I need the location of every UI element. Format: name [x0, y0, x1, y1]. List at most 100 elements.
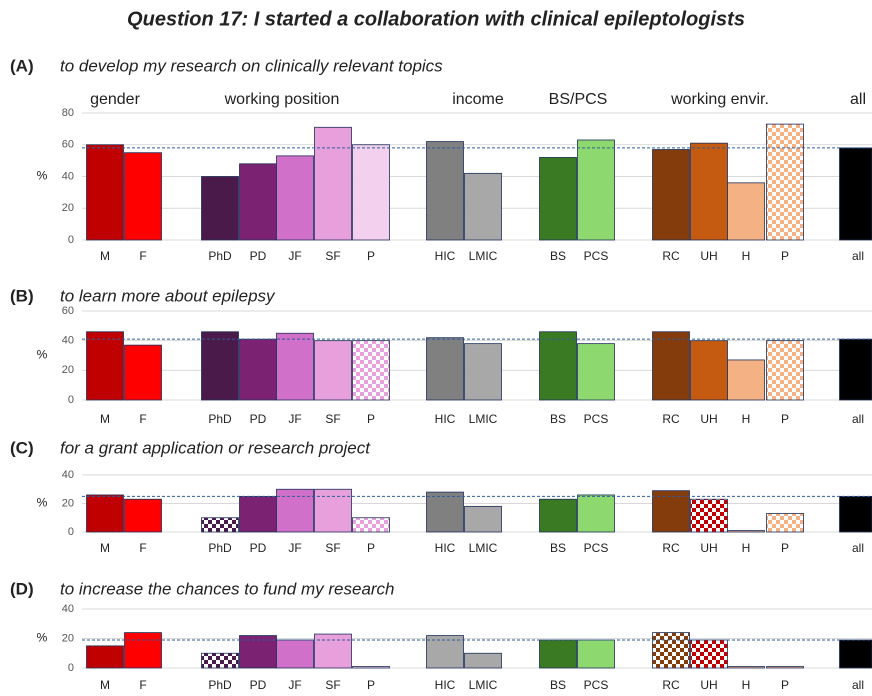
- x-tick-label: JF: [288, 412, 301, 426]
- y-axis-label: %: [37, 348, 48, 362]
- y-tick-label: 0: [68, 234, 74, 246]
- bar: [124, 152, 162, 241]
- group-label: income: [452, 91, 504, 108]
- y-tick-label: 20: [62, 632, 74, 644]
- x-tick-label: M: [100, 541, 110, 555]
- bar: [839, 639, 872, 669]
- x-tick-label: LMIC: [469, 249, 498, 263]
- bar: [276, 155, 314, 241]
- bar: [201, 176, 239, 241]
- x-tick-label: SF: [325, 249, 340, 263]
- bar: [314, 340, 352, 401]
- x-tick-label: PhD: [208, 678, 232, 692]
- x-tick-label: PhD: [208, 541, 232, 555]
- x-tick-label: HIC: [435, 541, 456, 555]
- bar: [539, 331, 577, 401]
- panel-label: (B): [10, 286, 34, 305]
- x-tick-label: P: [367, 249, 375, 263]
- y-tick-label: 80: [62, 107, 74, 119]
- bar: [201, 331, 239, 401]
- x-tick-label: M: [100, 249, 110, 263]
- x-tick-label: PD: [250, 678, 267, 692]
- bar: [124, 344, 162, 401]
- x-tick-label: RC: [662, 249, 680, 263]
- y-tick-label: 40: [62, 469, 74, 481]
- bar: [239, 163, 277, 241]
- x-tick-label: PCS: [584, 249, 609, 263]
- bar: [276, 639, 314, 669]
- group-label: working position: [224, 91, 340, 108]
- x-tick-label: F: [139, 678, 146, 692]
- x-tick-label: LMIC: [469, 678, 498, 692]
- x-tick-label: M: [100, 678, 110, 692]
- y-tick-label: 60: [62, 305, 74, 317]
- x-tick-label: PD: [250, 541, 267, 555]
- panel-title: for a grant application or research proj…: [60, 438, 371, 457]
- bar: [426, 491, 464, 533]
- y-tick-label: 0: [68, 394, 74, 406]
- bar: [352, 517, 390, 533]
- bar: [652, 490, 690, 533]
- bar: [652, 149, 690, 241]
- x-tick-label: LMIC: [469, 412, 498, 426]
- bar: [539, 639, 577, 669]
- x-tick-label: BS: [550, 412, 566, 426]
- x-tick-label: SF: [325, 412, 340, 426]
- x-tick-label: all: [852, 412, 864, 426]
- x-tick-label: F: [139, 412, 146, 426]
- bar: [239, 338, 277, 401]
- x-tick-label: HIC: [435, 678, 456, 692]
- x-tick-label: P: [781, 249, 789, 263]
- x-tick-label: HIC: [435, 249, 456, 263]
- x-tick-label: PD: [250, 249, 267, 263]
- y-tick-label: 40: [62, 335, 74, 347]
- x-tick-label: LMIC: [469, 541, 498, 555]
- x-tick-label: all: [852, 541, 864, 555]
- bar: [464, 652, 502, 669]
- y-axis-label: %: [37, 169, 48, 183]
- bar: [201, 517, 239, 533]
- x-tick-label: UH: [700, 249, 717, 263]
- bar: [727, 666, 765, 669]
- bar: [690, 639, 728, 669]
- x-tick-label: PCS: [584, 678, 609, 692]
- y-tick-label: 40: [62, 603, 74, 615]
- bar: [464, 343, 502, 401]
- x-tick-label: RC: [662, 541, 680, 555]
- x-tick-label: BS: [550, 249, 566, 263]
- bar: [426, 635, 464, 669]
- bar: [727, 530, 765, 533]
- x-tick-label: UH: [700, 412, 717, 426]
- bar: [352, 144, 390, 241]
- y-axis-label: %: [37, 496, 48, 510]
- x-tick-label: HIC: [435, 412, 456, 426]
- bar: [314, 488, 352, 533]
- bar: [314, 126, 352, 241]
- x-tick-label: P: [781, 412, 789, 426]
- x-tick-label: P: [367, 541, 375, 555]
- x-tick-label: F: [139, 249, 146, 263]
- x-tick-label: PCS: [584, 412, 609, 426]
- bar: [766, 123, 804, 241]
- bar: [352, 340, 390, 401]
- bar: [276, 332, 314, 401]
- bar: [577, 343, 615, 401]
- bar: [766, 340, 804, 401]
- x-tick-label: P: [781, 678, 789, 692]
- y-tick-label: 40: [62, 170, 74, 182]
- x-tick-label: H: [742, 678, 751, 692]
- y-tick-label: 20: [62, 364, 74, 376]
- panel-title: to develop my research on clinically rel…: [60, 56, 443, 75]
- x-tick-label: PCS: [584, 541, 609, 555]
- x-tick-label: RC: [662, 678, 680, 692]
- x-tick-label: BS: [550, 541, 566, 555]
- bar: [690, 142, 728, 241]
- x-tick-label: H: [742, 541, 751, 555]
- bar: [690, 498, 728, 533]
- bar: [839, 495, 872, 533]
- y-tick-label: 0: [68, 526, 74, 538]
- x-tick-label: PD: [250, 412, 267, 426]
- panel-title: to increase the chances to fund my resea…: [60, 579, 395, 598]
- bar: [727, 182, 765, 241]
- x-tick-label: PhD: [208, 412, 232, 426]
